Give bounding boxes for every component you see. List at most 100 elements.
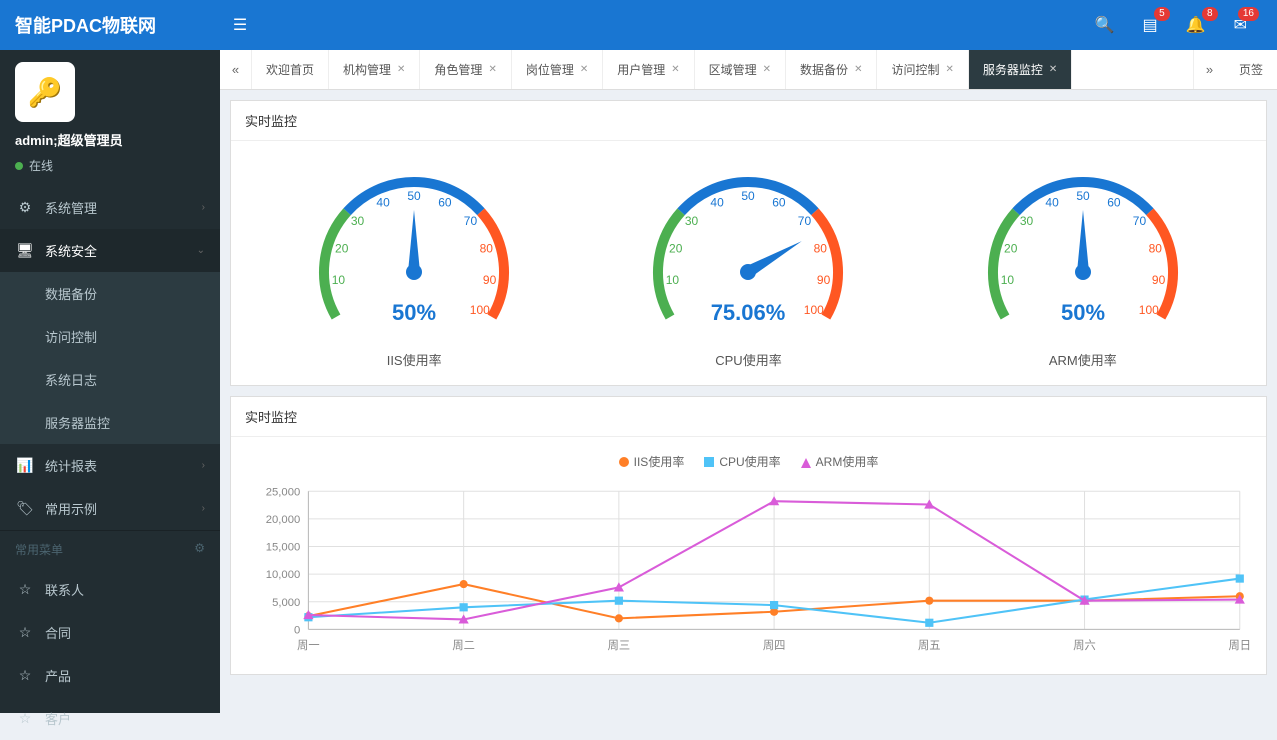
legend-iis[interactable]: IIS使用率 bbox=[619, 453, 685, 470]
user-name: admin;超级管理员 bbox=[15, 130, 123, 149]
close-icon[interactable]: ✕ bbox=[488, 64, 496, 75]
bell-icon[interactable]: 🔔8 bbox=[1186, 15, 1206, 35]
legend-cpu[interactable]: CPU使用率 bbox=[704, 453, 780, 470]
svg-text:10: 10 bbox=[666, 273, 680, 287]
sidebar-item-report[interactable]: 📊统计报表› bbox=[0, 444, 220, 487]
svg-text:100: 100 bbox=[1139, 303, 1159, 317]
monitor-icon: 🖥 bbox=[15, 242, 35, 259]
gauge-label: ARM使用率 bbox=[963, 350, 1203, 369]
svg-text:10: 10 bbox=[1001, 273, 1015, 287]
bell-badge: 8 bbox=[1202, 7, 1218, 21]
close-icon[interactable]: ✕ bbox=[945, 64, 953, 75]
user-panel: 🔑 admin;超级管理员 在线 bbox=[0, 50, 220, 186]
svg-text:周一: 周一 bbox=[297, 639, 320, 652]
tab-2[interactable]: 角色管理✕ bbox=[420, 50, 511, 89]
sidebar-item-monitor[interactable]: 服务器监控 bbox=[0, 401, 220, 444]
svg-text:80: 80 bbox=[814, 242, 828, 256]
gauge-box: 10203040506070809010050%IIS使用率 bbox=[294, 157, 534, 369]
svg-text:周六: 周六 bbox=[1073, 639, 1096, 652]
svg-text:60: 60 bbox=[773, 196, 787, 210]
svg-text:60: 60 bbox=[438, 196, 452, 210]
chart-icon: 📊 bbox=[15, 457, 35, 474]
gauge: 10203040506070809010050% bbox=[963, 157, 1203, 337]
mail-icon[interactable]: ✉16 bbox=[1234, 15, 1247, 35]
svg-text:50%: 50% bbox=[1061, 300, 1105, 325]
tab-7[interactable]: 访问控制✕ bbox=[877, 50, 968, 89]
tab-4[interactable]: 用户管理✕ bbox=[603, 50, 694, 89]
sidebar-item-sample[interactable]: 🏷常用示例› bbox=[0, 487, 220, 530]
panel-linechart: 实时监控 IIS使用率 CPU使用率 ARM使用率 05,00010,00015… bbox=[230, 396, 1267, 675]
tab-1[interactable]: 机构管理✕ bbox=[329, 50, 420, 89]
svg-text:10,000: 10,000 bbox=[266, 569, 300, 581]
tab-more[interactable]: 页签 bbox=[1225, 50, 1277, 89]
svg-text:周二: 周二 bbox=[452, 639, 475, 652]
close-icon[interactable]: ✕ bbox=[397, 64, 405, 75]
search-icon[interactable]: 🔍 bbox=[1095, 15, 1115, 35]
tab-scroll-right[interactable]: » bbox=[1193, 50, 1225, 89]
gear-icon[interactable]: ⚙ bbox=[194, 541, 205, 558]
panel-title: 实时监控 bbox=[231, 101, 1266, 141]
svg-text:5,000: 5,000 bbox=[272, 597, 300, 609]
tab-8[interactable]: 服务器监控✕ bbox=[969, 50, 1072, 89]
tab-5[interactable]: 区域管理✕ bbox=[695, 50, 786, 89]
svg-text:75.06%: 75.06% bbox=[711, 300, 786, 325]
close-icon[interactable]: ✕ bbox=[1049, 64, 1057, 75]
online-dot-icon bbox=[15, 162, 23, 170]
svg-text:100: 100 bbox=[470, 303, 490, 317]
svg-text:50%: 50% bbox=[392, 300, 436, 325]
svg-text:25,000: 25,000 bbox=[266, 486, 300, 498]
sidebar-item-backup[interactable]: 数据备份 bbox=[0, 272, 220, 315]
tab-6[interactable]: 数据备份✕ bbox=[786, 50, 877, 89]
close-icon[interactable]: ✕ bbox=[854, 64, 862, 75]
star-icon: ☆ bbox=[15, 624, 35, 641]
svg-text:90: 90 bbox=[817, 273, 831, 287]
line-chart: 05,00010,00015,00020,00025,000周一周二周三周四周五… bbox=[247, 478, 1250, 658]
gears-icon: ⚙ bbox=[15, 199, 35, 216]
close-icon[interactable]: ✕ bbox=[580, 64, 588, 75]
sidebar-item-contract[interactable]: ☆合同 bbox=[0, 611, 220, 654]
tab-0[interactable]: 欢迎首页 bbox=[252, 50, 329, 89]
close-icon[interactable]: ✕ bbox=[763, 64, 771, 75]
sidebar-item-product[interactable]: ☆产品 bbox=[0, 654, 220, 697]
tab-bar: « 欢迎首页机构管理✕角色管理✕岗位管理✕用户管理✕区域管理✕数据备份✕访问控制… bbox=[220, 50, 1277, 90]
svg-text:50: 50 bbox=[742, 189, 756, 203]
tab-3[interactable]: 岗位管理✕ bbox=[512, 50, 603, 89]
gauge-box: 10203040506070809010075.06%CPU使用率 bbox=[628, 157, 868, 369]
sidebar-item-access[interactable]: 访问控制 bbox=[0, 315, 220, 358]
tag-icon: 🏷 bbox=[15, 500, 35, 517]
legend-arm[interactable]: ARM使用率 bbox=[801, 453, 879, 470]
sidebar-item-customer[interactable]: ☆客户 bbox=[0, 697, 220, 740]
svg-text:90: 90 bbox=[1152, 273, 1166, 287]
chart-legend: IIS使用率 CPU使用率 ARM使用率 bbox=[247, 453, 1250, 470]
menu-toggle[interactable]: ☰ bbox=[220, 15, 260, 35]
sidebar-item-log[interactable]: 系统日志 bbox=[0, 358, 220, 401]
sidebar-item-syssec[interactable]: 🖥系统安全⌄ bbox=[0, 229, 220, 272]
svg-text:50: 50 bbox=[1076, 189, 1090, 203]
sidebar-item-contacts[interactable]: ☆联系人 bbox=[0, 568, 220, 611]
close-icon[interactable]: ✕ bbox=[671, 64, 679, 75]
svg-text:50: 50 bbox=[407, 189, 421, 203]
gauge-label: IIS使用率 bbox=[294, 350, 534, 369]
svg-text:20: 20 bbox=[1004, 242, 1018, 256]
svg-text:60: 60 bbox=[1107, 196, 1121, 210]
chevron-right-icon: › bbox=[202, 503, 205, 514]
panel-title: 实时监控 bbox=[231, 397, 1266, 437]
gauge-label: CPU使用率 bbox=[628, 350, 868, 369]
list-icon[interactable]: ▤5 bbox=[1143, 15, 1158, 35]
panel-gauges: 实时监控 10203040506070809010050%IIS使用率10203… bbox=[230, 100, 1267, 386]
chevron-right-icon: › bbox=[202, 202, 205, 213]
mail-badge: 16 bbox=[1238, 7, 1259, 21]
svg-text:40: 40 bbox=[711, 196, 725, 210]
sidebar-section-common: 常用菜单⚙ bbox=[0, 530, 220, 568]
svg-text:90: 90 bbox=[483, 273, 497, 287]
svg-text:0: 0 bbox=[294, 625, 300, 637]
sidebar-item-sysmgmt[interactable]: ⚙系统管理› bbox=[0, 186, 220, 229]
svg-text:70: 70 bbox=[798, 214, 812, 228]
svg-text:20: 20 bbox=[335, 242, 349, 256]
top-header: 智能PDAC物联网 ☰ 🔍 ▤5 🔔8 ✉16 bbox=[0, 0, 1277, 50]
svg-text:80: 80 bbox=[480, 242, 494, 256]
tab-scroll-left[interactable]: « bbox=[220, 50, 252, 89]
star-icon: ☆ bbox=[15, 581, 35, 598]
svg-text:10: 10 bbox=[332, 273, 346, 287]
avatar: 🔑 bbox=[15, 62, 75, 122]
